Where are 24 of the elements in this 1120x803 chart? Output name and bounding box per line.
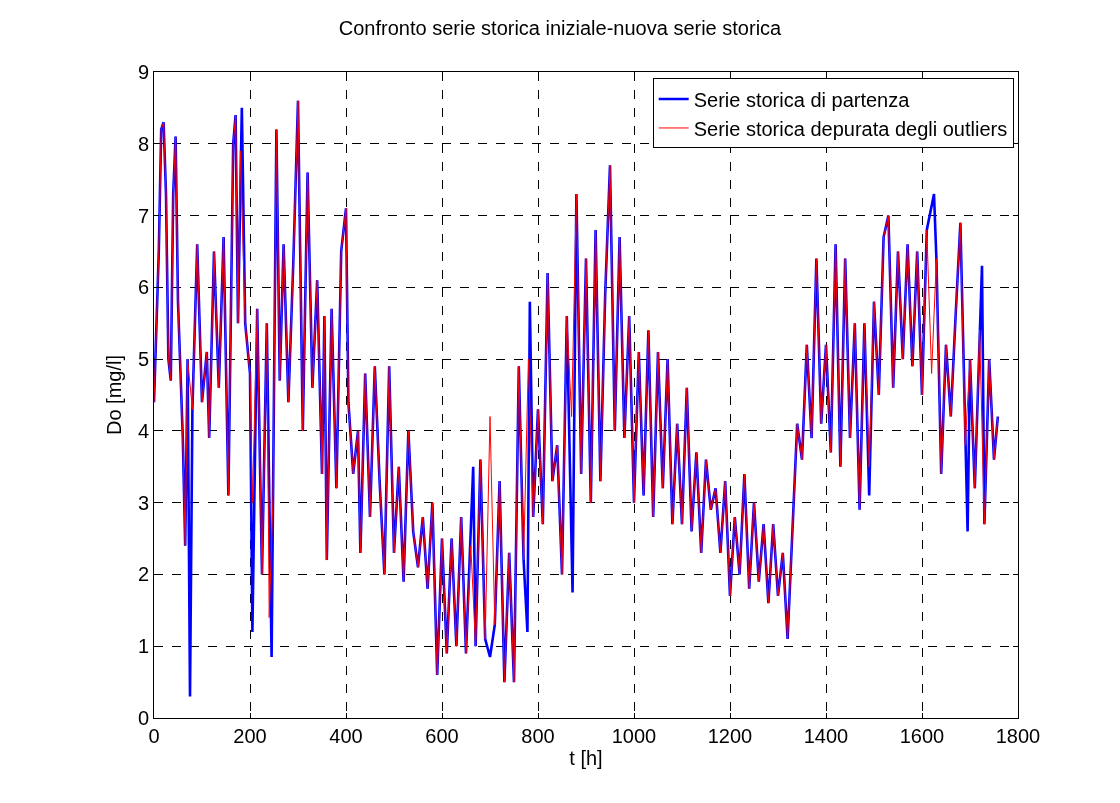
x-tick-label: 1000 (611, 725, 657, 747)
x-tick-label: 1200 (707, 725, 753, 747)
y-tick-label: 0 (137, 707, 149, 729)
y-tick-label: 7 (137, 204, 149, 227)
y-axis-title: Do [mg/l] (103, 354, 126, 436)
legend-label: Serie storica depurata degli outliers (693, 117, 1008, 140)
y-tick-label: 1 (137, 635, 149, 658)
x-tick-label: 1600 (899, 725, 945, 747)
y-tick-label: 9 (137, 61, 149, 83)
y-tick-label: 8 (137, 132, 149, 155)
y-tick-label: 2 (137, 563, 149, 586)
legend-label: Serie storica di partenza (693, 88, 911, 111)
x-tick-label: 800 (521, 725, 555, 747)
y-tick-label: 5 (137, 348, 149, 371)
x-tick-label: 1800 (995, 725, 1041, 747)
x-tick-label: 200 (233, 725, 267, 747)
x-tick-label: 400 (329, 725, 363, 747)
y-tick-label: 6 (137, 276, 149, 299)
y-tick-label: 3 (137, 491, 149, 514)
x-tick-label: 600 (425, 725, 459, 747)
x-tick-label: 1400 (803, 725, 849, 747)
x-axis-title: t [h] (569, 746, 603, 769)
y-tick-label: 4 (137, 419, 149, 442)
chart-title: Confronto serie storica iniziale-nuova serie storica (338, 17, 783, 40)
